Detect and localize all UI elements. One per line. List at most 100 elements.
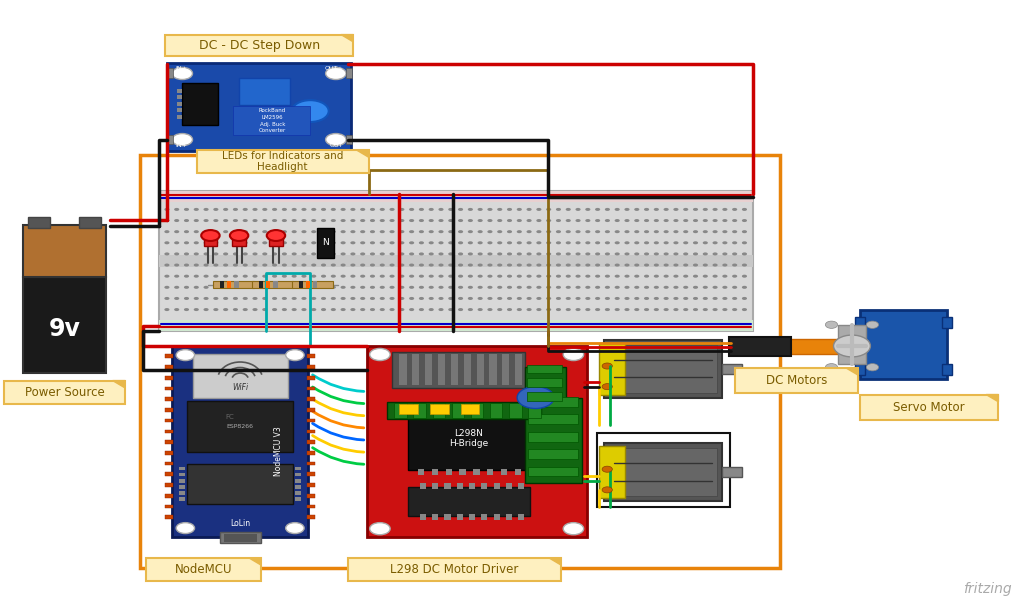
- Circle shape: [449, 297, 454, 300]
- Circle shape: [286, 523, 304, 534]
- Circle shape: [331, 230, 336, 233]
- Circle shape: [702, 263, 708, 266]
- Polygon shape: [356, 150, 369, 157]
- Circle shape: [693, 253, 698, 256]
- Circle shape: [321, 274, 326, 278]
- Circle shape: [232, 219, 238, 222]
- Circle shape: [595, 263, 600, 266]
- Bar: [735, 368, 858, 393]
- Circle shape: [732, 219, 737, 222]
- Circle shape: [664, 286, 669, 289]
- Circle shape: [184, 230, 189, 233]
- Circle shape: [262, 286, 267, 289]
- Circle shape: [605, 219, 610, 222]
- Circle shape: [301, 308, 306, 311]
- Bar: [346, 68, 352, 78]
- Circle shape: [546, 286, 551, 289]
- Bar: [528, 432, 578, 442]
- Bar: [307, 430, 315, 433]
- Circle shape: [399, 242, 404, 244]
- Circle shape: [537, 274, 542, 278]
- Circle shape: [380, 263, 385, 266]
- Circle shape: [563, 348, 584, 361]
- Circle shape: [438, 263, 443, 266]
- Bar: [599, 446, 625, 498]
- Circle shape: [229, 230, 249, 241]
- Circle shape: [399, 253, 404, 256]
- Bar: [855, 317, 865, 328]
- Circle shape: [282, 286, 287, 289]
- Circle shape: [644, 242, 649, 244]
- Circle shape: [399, 208, 404, 211]
- Circle shape: [399, 230, 404, 233]
- Circle shape: [458, 297, 463, 300]
- Circle shape: [370, 242, 375, 244]
- Bar: [722, 467, 742, 477]
- Circle shape: [732, 242, 737, 244]
- Circle shape: [282, 219, 287, 222]
- Bar: [187, 464, 293, 504]
- Bar: [193, 354, 288, 398]
- Bar: [464, 354, 471, 385]
- Circle shape: [232, 242, 238, 244]
- Bar: [259, 281, 263, 288]
- Bar: [193, 401, 267, 434]
- Circle shape: [507, 263, 512, 266]
- Text: OUT+: OUT+: [325, 66, 343, 71]
- Bar: [525, 367, 566, 404]
- Circle shape: [164, 219, 170, 222]
- Circle shape: [282, 297, 287, 300]
- Circle shape: [741, 274, 746, 278]
- Bar: [307, 483, 315, 487]
- Circle shape: [204, 242, 209, 244]
- Circle shape: [556, 308, 561, 311]
- Circle shape: [458, 242, 463, 244]
- Bar: [213, 281, 254, 288]
- Circle shape: [537, 263, 542, 266]
- Circle shape: [243, 286, 248, 289]
- Bar: [722, 364, 742, 374]
- Bar: [307, 376, 315, 379]
- Circle shape: [282, 230, 287, 233]
- Circle shape: [399, 219, 404, 222]
- Circle shape: [262, 219, 267, 222]
- Circle shape: [653, 274, 658, 278]
- Circle shape: [360, 286, 366, 289]
- Bar: [501, 469, 507, 475]
- Circle shape: [683, 297, 688, 300]
- Circle shape: [644, 253, 649, 256]
- Circle shape: [292, 253, 297, 256]
- Circle shape: [634, 286, 639, 289]
- Bar: [408, 407, 530, 470]
- Bar: [23, 225, 106, 277]
- Circle shape: [644, 286, 649, 289]
- Circle shape: [713, 286, 718, 289]
- Circle shape: [498, 230, 503, 233]
- Bar: [307, 440, 315, 444]
- Circle shape: [429, 297, 434, 300]
- Bar: [307, 515, 315, 519]
- Circle shape: [556, 242, 561, 244]
- Circle shape: [468, 230, 473, 233]
- Bar: [165, 504, 173, 508]
- Circle shape: [732, 308, 737, 311]
- Circle shape: [487, 230, 493, 233]
- Bar: [528, 415, 578, 424]
- Circle shape: [449, 263, 454, 266]
- Circle shape: [498, 208, 503, 211]
- Circle shape: [232, 274, 238, 278]
- Circle shape: [653, 242, 658, 244]
- Circle shape: [477, 230, 482, 233]
- Circle shape: [176, 350, 195, 361]
- Circle shape: [174, 286, 179, 289]
- Bar: [528, 467, 578, 476]
- Circle shape: [321, 297, 326, 300]
- Bar: [413, 354, 420, 385]
- Circle shape: [526, 286, 531, 289]
- Circle shape: [223, 286, 228, 289]
- Circle shape: [449, 219, 454, 222]
- Circle shape: [292, 263, 297, 266]
- Circle shape: [380, 308, 385, 311]
- Circle shape: [272, 297, 278, 300]
- Circle shape: [741, 242, 746, 244]
